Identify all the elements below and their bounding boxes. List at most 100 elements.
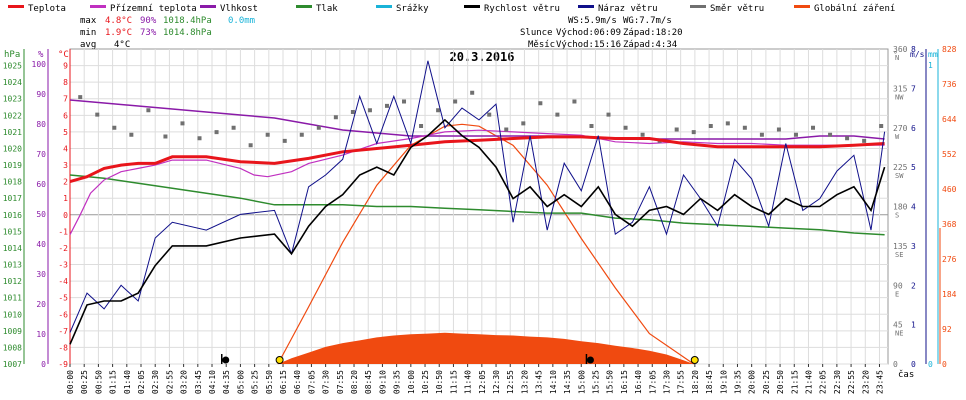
- stat-max-label: max: [80, 16, 97, 26]
- x-tick-label-43: 17:30: [662, 370, 671, 394]
- wind-dir-point-12: [265, 132, 270, 137]
- celsius-tick--3: -3: [58, 261, 68, 270]
- celsius-tick-8: 8: [63, 78, 68, 87]
- hpa-tick-1022: 1022: [3, 111, 22, 120]
- dir-tick-7: 90: [893, 281, 903, 290]
- pct-tick-70: 70: [36, 150, 46, 159]
- dir-tick-3: 270: [893, 124, 908, 133]
- legend-label-9: Globální záření: [814, 4, 895, 14]
- legend-label-3: Vlhkost: [220, 4, 258, 14]
- wind-dir-point-2: [95, 112, 100, 117]
- rad-tick-828: 828: [942, 45, 957, 54]
- legend: Teplota Přízemní teplota Vlhkost Tlak Srážky…: [8, 4, 895, 14]
- wind-dir-point-38: [708, 124, 713, 128]
- grid: [69, 48, 889, 365]
- hpa-tick-1012: 1012: [3, 277, 22, 286]
- pct-tick-100: 100: [32, 60, 47, 69]
- celsius-tick-9: 9: [63, 62, 68, 71]
- plot-area: [69, 60, 886, 365]
- dir-tick-4: 225: [893, 163, 908, 172]
- legend-swatch-4: [296, 5, 312, 8]
- legend-label-7: Náraz větru: [598, 4, 658, 14]
- x-axis-label: čas: [898, 369, 914, 380]
- hpa-tick-1013: 1013: [3, 261, 22, 270]
- pct-axis-label: %: [38, 50, 44, 60]
- x-tick-label-56: 22:55: [847, 370, 856, 394]
- x-tick-label-29: 11:40: [464, 370, 473, 394]
- dir-tick-2: 315: [893, 84, 908, 93]
- rad-tick-92: 92: [942, 325, 952, 334]
- x-tick-label-16: 06:15: [279, 370, 288, 394]
- x-tick-label-36: 14:35: [563, 370, 572, 394]
- wind-dir-point-48: [879, 124, 884, 128]
- stat-min-hum: 73%: [140, 28, 157, 38]
- pct-tick-10: 10: [36, 330, 46, 339]
- x-tick-label-40: 16:15: [620, 370, 629, 394]
- ms-tick-1: 1: [911, 321, 916, 330]
- dir-tick-5: 180: [893, 203, 908, 212]
- dir-card-6: SE: [895, 251, 903, 259]
- x-tick-label-49: 20:00: [748, 370, 757, 394]
- x-tick-label-21: 08:20: [350, 370, 359, 394]
- x-tick-label-1: 00:00: [66, 370, 75, 394]
- pct-tick-30: 30: [36, 270, 46, 279]
- wind-dir-point-9: [214, 130, 219, 135]
- x-tick-label-8: 02:55: [165, 370, 174, 394]
- rad-tick-368: 368: [942, 220, 957, 229]
- legend-swatch-2: [90, 5, 106, 8]
- wind-dir-point-36: [674, 127, 679, 132]
- x-tick-label-23: 09:10: [378, 370, 387, 394]
- info-sun-label: Slunce: [520, 28, 553, 38]
- x-tick-label-31: 12:30: [492, 370, 501, 394]
- wind-dir-point-5: [146, 108, 151, 113]
- x-tick-label-26: 10:25: [421, 370, 430, 394]
- hpa-tick-1021: 1021: [3, 128, 22, 137]
- x-tick-label-19: 07:30: [322, 370, 331, 394]
- hpa-tick-1008: 1008: [3, 343, 22, 352]
- celsius-tick-5: 5: [63, 128, 68, 137]
- x-tick-label-27: 10:50: [435, 370, 444, 394]
- hpa-tick-1017: 1017: [3, 194, 22, 203]
- dir-card-1: N: [895, 54, 899, 62]
- pct-tick-0: 0: [41, 360, 46, 369]
- series-humidity: [69, 99, 885, 140]
- legend-swatch-8: [690, 5, 706, 8]
- x-tick-label-32: 12:55: [506, 370, 515, 394]
- x-tick-label-45: 18:20: [691, 370, 700, 394]
- info-moonset: Západ:4:34: [623, 40, 677, 50]
- info-moon-label: Měsíc: [528, 40, 555, 50]
- stat-min-press: 1014.8hPa: [163, 28, 212, 38]
- wind-dir-point-32: [606, 112, 611, 117]
- x-tick-label-12: 04:35: [222, 370, 231, 394]
- wind-dir-point-29: [555, 112, 560, 117]
- x-tick-label-4: 01:15: [109, 370, 118, 394]
- wind-dir-point-46: [845, 136, 850, 141]
- wind-dir-point-47: [862, 138, 867, 143]
- wind-dir-point-34: [640, 132, 645, 137]
- plot-frame: [69, 48, 889, 365]
- celsius-tick--7: -7: [58, 327, 68, 336]
- legend-label-1: Teplota: [28, 4, 66, 14]
- wind-dir-point-30: [572, 99, 577, 104]
- ms-tick-7: 7: [911, 84, 916, 93]
- sun-event-sunset: [690, 356, 699, 364]
- legend-label-4: Tlak: [316, 4, 338, 14]
- x-axis: 00:00 00:25 00:50 01:15 01:40 02:05 02:30 02:55…: [66, 364, 914, 394]
- hpa-tick-1018: 1018: [3, 178, 22, 187]
- ms-tick-2: 2: [911, 281, 916, 290]
- ms-tick-0: 0: [911, 360, 916, 369]
- x-tick-label-51: 20:50: [776, 370, 785, 394]
- wind-dir-point-42: [776, 127, 781, 132]
- ms-tick-6: 6: [911, 124, 916, 133]
- x-tick-label-50: 20:25: [762, 370, 771, 394]
- x-tick-label-18: 07:05: [307, 370, 316, 394]
- legend-swatch-9: [794, 5, 810, 8]
- moon-event-moonrise: [586, 356, 594, 364]
- stat-min-temp: 1.9°C: [105, 28, 132, 38]
- dir-card-7: E: [895, 290, 899, 298]
- pct-tick-80: 80: [36, 120, 46, 129]
- x-tick-label-44: 17:55: [677, 370, 686, 394]
- rad-tick-736: 736: [942, 80, 957, 89]
- x-tick-label-30: 12:05: [478, 370, 487, 394]
